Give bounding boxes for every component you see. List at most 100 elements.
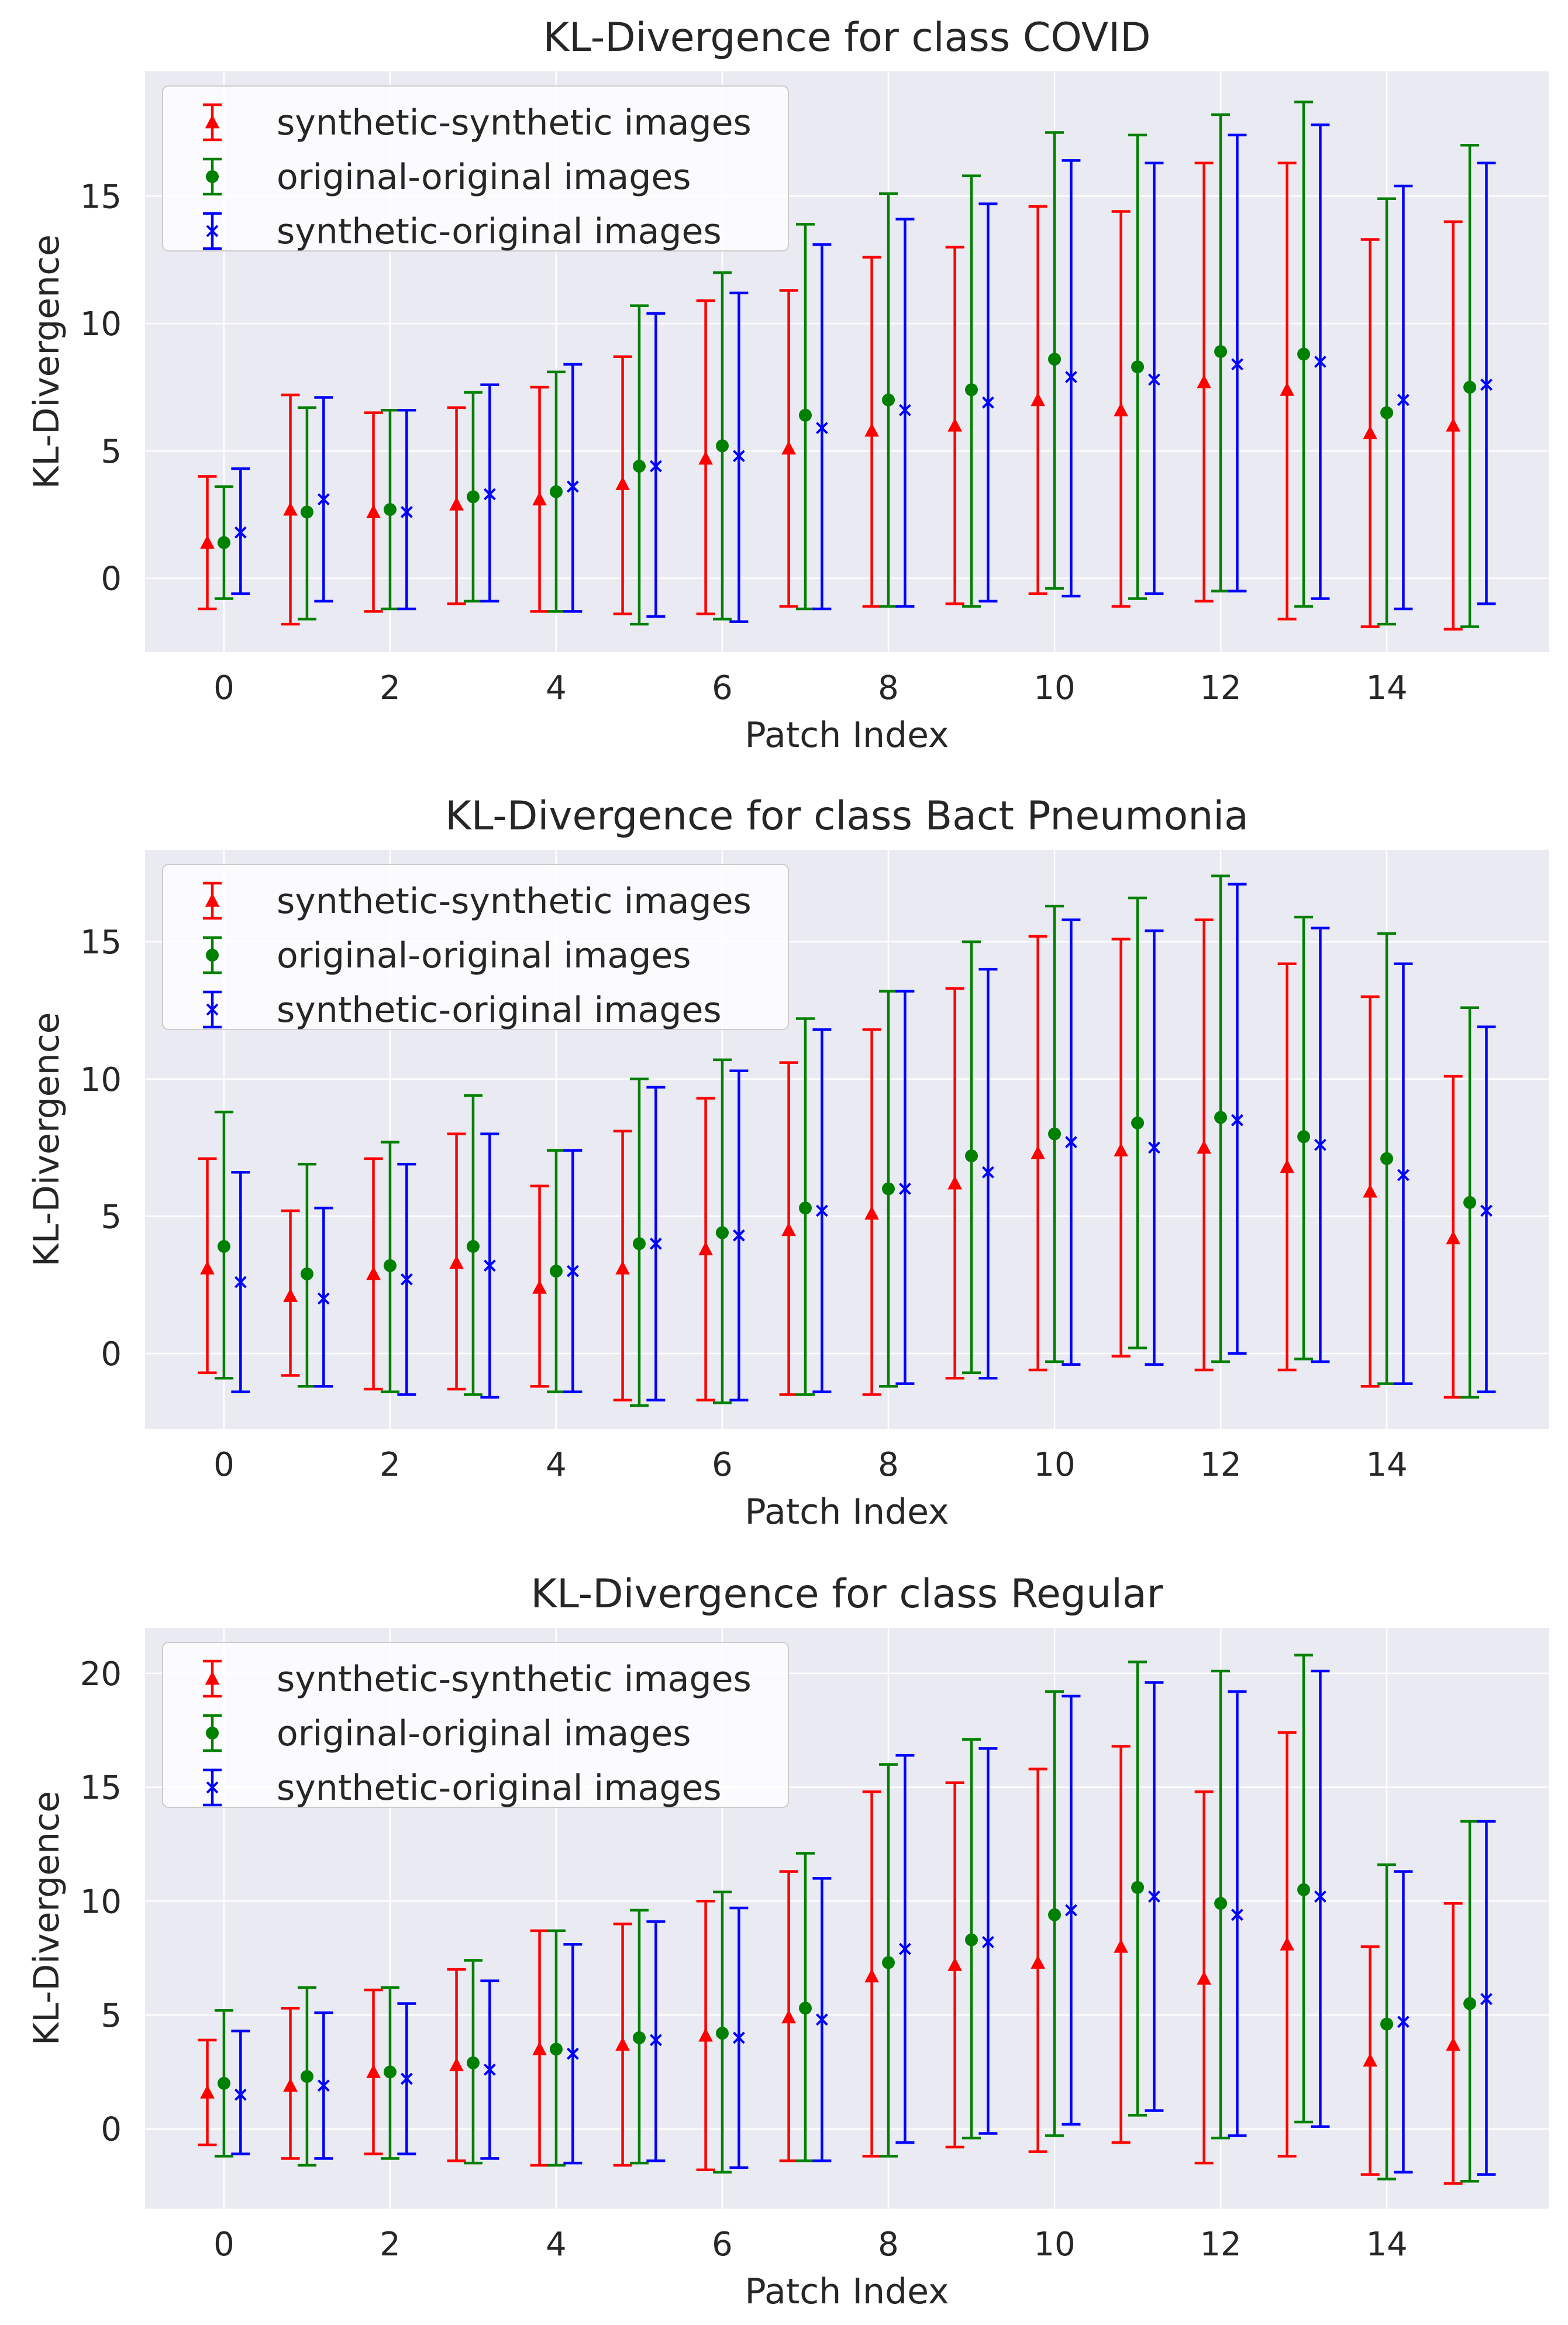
mean-marker [1065,1136,1077,1149]
x-tick-label: 14 [1366,1446,1407,1484]
chart-title: KL-Divergence for class COVID [543,15,1150,61]
error-bar [546,1149,566,1393]
mean-marker [1031,1145,1045,1159]
mean-marker [798,1201,812,1215]
mean-marker [532,1280,547,1294]
mean-marker [1380,406,1394,419]
legend-label: original-original images [277,935,691,976]
error-bar [945,987,964,1380]
chart-title: KL-Divergence for class Bact Pneumonia [445,793,1249,839]
mean-marker [483,488,496,501]
mean-marker [317,2079,330,2092]
mean-marker [1031,1955,1045,1969]
error-bar [795,223,815,611]
x-tick-label: 6 [712,669,733,707]
mean-marker [383,1259,397,1272]
error-bar [696,1900,715,2172]
mean-marker [732,450,745,463]
series-2 [231,1669,1496,2176]
mean-marker [882,1956,895,1969]
error-bar [297,406,316,621]
error-bar [1394,184,1413,611]
mean-marker [947,1176,962,1190]
x-tick-label: 14 [1366,2226,1407,2264]
error-bar [712,271,732,621]
error-bar [314,1207,333,1388]
error-bar [314,396,333,603]
mean-marker [982,396,994,409]
error-bar [380,1986,399,2160]
mean-marker [483,2064,496,2076]
mean-marker [815,1204,828,1217]
mean-marker [1231,358,1243,371]
error-bar [1194,918,1214,1372]
chart-0: 0 2 4 6 8 10 12 14 0 5 10 15 KL-Divergence for class… [26,15,1549,756]
error-bar [563,1149,583,1393]
mean-marker [1446,418,1461,432]
mean-marker [615,2037,630,2051]
legend-marker [206,1727,219,1740]
error-bar [530,1184,549,1388]
mean-marker [566,2047,579,2060]
mean-marker [1031,392,1045,407]
error-bar [712,1058,732,1404]
mean-marker [898,1183,911,1195]
mean-marker [1380,1152,1394,1165]
mean-marker [1363,1184,1378,1198]
error-bar [563,1943,583,2165]
error-bar [629,304,649,626]
x-axis-label: Patch Index [745,1492,949,1532]
error-bar [214,2009,233,2158]
mean-marker [1463,1997,1477,2010]
mean-marker [882,393,895,407]
mean-marker [234,1276,247,1289]
error-bar [779,289,798,608]
legend-label: synthetic-synthetic images [277,102,752,143]
legend-item: synthetic-original images [203,211,722,252]
y-tick-label: 20 [80,1655,122,1693]
error-bar [480,1979,499,2160]
mean-marker [466,2056,480,2069]
mean-marker [1397,394,1410,407]
mean-marker [864,423,879,437]
y-tick-label: 0 [101,1335,122,1373]
error-bar [1211,1669,1231,2140]
mean-marker [1065,1904,1077,1917]
error-bar [380,1141,399,1393]
error-bar [397,2002,416,2155]
error-bar [1062,1694,1081,2126]
error-bar [895,1754,915,2144]
error-bar [530,1929,549,2167]
mean-marker [798,408,812,422]
error-bar [1360,238,1380,628]
error-bar [1194,161,1214,603]
error-bar [480,383,499,603]
error-bar [629,1909,649,2165]
legend-item: synthetic-synthetic images [203,1659,752,1700]
x-tick-label: 2 [380,669,401,707]
error-bar [198,475,217,611]
x-tick-label: 12 [1200,669,1241,707]
error-bar [1460,1820,1480,2183]
error-bar [729,291,749,623]
legend-box [162,1642,789,1808]
mean-marker [1446,2037,1461,2051]
legend-label: synthetic-synthetic images [277,1659,752,1700]
error-bar [945,246,964,605]
y-tick-label: 10 [80,1883,122,1921]
error-bar [862,1790,881,2158]
mean-marker [200,535,215,549]
x-tick-label: 8 [878,2226,899,2264]
mean-marker [1214,345,1228,359]
mean-marker [732,2031,745,2044]
error-bar [1028,1768,1047,2153]
error-bar [962,1738,981,2140]
mean-marker [566,1265,579,1277]
mean-marker [400,1273,413,1286]
error-bar [879,990,898,1388]
mean-marker [715,1226,729,1239]
error-bar [1294,101,1314,608]
mean-marker [300,505,313,519]
mean-marker [549,485,563,498]
